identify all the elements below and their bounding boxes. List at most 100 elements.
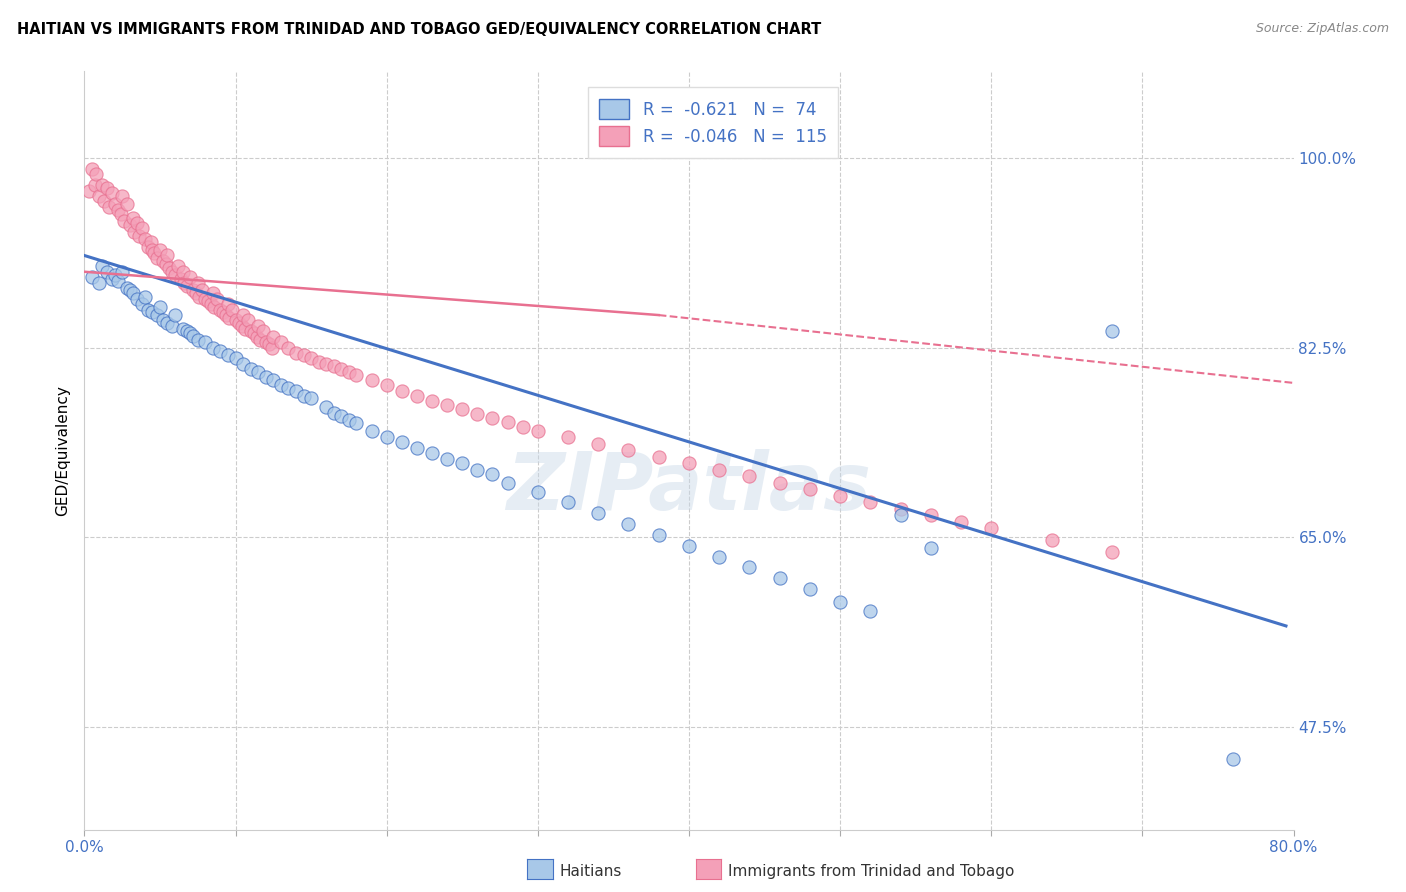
Point	[246, 330, 269, 344]
Point	[110, 207, 132, 221]
Point	[142, 246, 165, 260]
Point	[170, 272, 193, 286]
Point	[225, 351, 247, 366]
Point	[451, 457, 474, 471]
Point	[165, 308, 187, 322]
Point	[512, 419, 534, 434]
Point	[1222, 752, 1244, 766]
Point	[557, 495, 579, 509]
Point	[830, 595, 852, 609]
Point	[322, 406, 344, 420]
Point	[104, 196, 127, 211]
Point	[920, 508, 942, 523]
Point	[467, 407, 489, 421]
Point	[152, 254, 174, 268]
Point	[980, 521, 1002, 535]
Point	[262, 373, 284, 387]
Point	[375, 430, 398, 444]
Point	[527, 484, 550, 499]
Text: Haitians: Haitians	[560, 864, 621, 879]
Point	[232, 357, 254, 371]
Point	[181, 283, 204, 297]
Point	[1101, 324, 1123, 338]
Point	[436, 398, 458, 412]
Point	[346, 368, 368, 382]
Point	[830, 489, 852, 503]
Point	[769, 475, 792, 490]
Point	[176, 324, 198, 338]
Point	[709, 463, 731, 477]
Point	[173, 276, 195, 290]
Point	[588, 437, 610, 451]
Text: Immigrants from Trinidad and Tobago: Immigrants from Trinidad and Tobago	[728, 864, 1015, 879]
Point	[950, 515, 973, 529]
Point	[678, 539, 700, 553]
Point	[187, 333, 209, 347]
Point	[149, 243, 172, 257]
Point	[436, 452, 458, 467]
Point	[617, 517, 640, 532]
Point	[207, 292, 229, 306]
Point	[134, 290, 156, 304]
Point	[221, 302, 243, 317]
Point	[299, 351, 322, 366]
Point	[242, 326, 264, 341]
Point	[496, 475, 519, 490]
Point	[100, 186, 122, 200]
Point	[107, 275, 129, 289]
Point	[920, 541, 942, 555]
Point	[1101, 545, 1123, 559]
Point	[152, 313, 174, 327]
Point	[136, 302, 159, 317]
Point	[104, 268, 127, 282]
Point	[131, 221, 153, 235]
Point	[80, 161, 103, 176]
Point	[96, 181, 118, 195]
Point	[277, 381, 299, 395]
Point	[292, 348, 315, 362]
Point	[247, 366, 270, 380]
Point	[179, 326, 201, 341]
Point	[172, 265, 194, 279]
Legend: R =  -0.621   N =  74, R =  -0.046   N =  115: R = -0.621 N = 74, R = -0.046 N = 115	[588, 87, 838, 158]
Point	[375, 378, 398, 392]
Point	[225, 313, 247, 327]
Point	[89, 276, 111, 290]
Point	[86, 167, 108, 181]
Point	[201, 341, 224, 355]
Point	[247, 318, 270, 333]
Point	[139, 235, 162, 250]
Point	[80, 270, 103, 285]
Point	[201, 286, 224, 301]
Point	[127, 216, 149, 230]
Point	[181, 328, 204, 343]
Point	[709, 549, 731, 564]
Point	[91, 260, 114, 274]
Point	[186, 286, 208, 301]
Point	[232, 308, 254, 322]
Point	[308, 354, 330, 368]
Point	[194, 292, 217, 306]
Point	[141, 305, 163, 319]
Point	[239, 362, 262, 376]
Point	[218, 311, 240, 326]
Point	[292, 389, 315, 403]
Point	[277, 341, 299, 355]
Point	[209, 343, 232, 358]
Point	[231, 318, 253, 333]
Point	[890, 508, 912, 523]
Point	[322, 359, 344, 373]
Point	[236, 313, 259, 327]
Point	[141, 243, 163, 257]
Point	[799, 582, 821, 596]
Point	[299, 392, 322, 406]
Point	[233, 322, 256, 336]
Point	[167, 260, 190, 274]
Point	[179, 270, 201, 285]
Point	[420, 445, 443, 459]
Point	[115, 196, 138, 211]
Point	[156, 248, 179, 262]
Point	[481, 411, 503, 425]
Point	[128, 229, 150, 244]
Point	[270, 378, 292, 392]
